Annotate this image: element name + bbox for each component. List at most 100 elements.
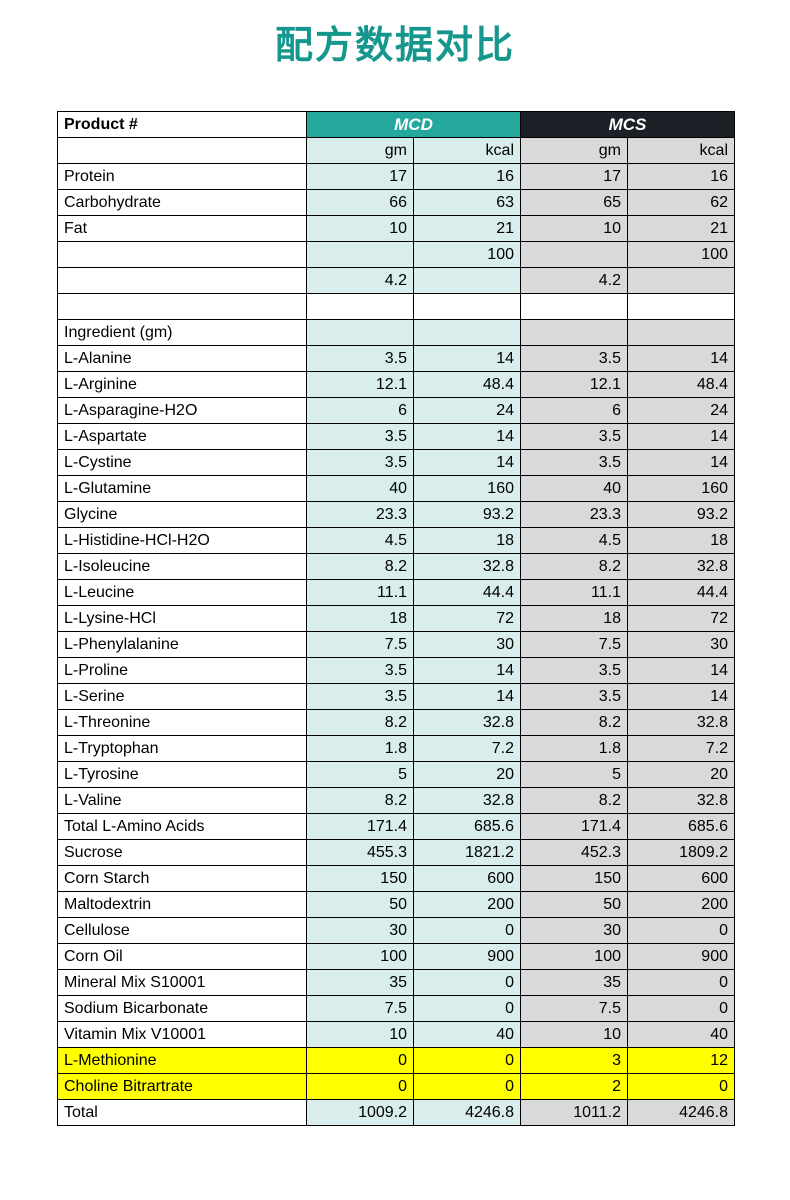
table-row: L-Tryptophan 1.8 7.2 1.8 7.2 <box>57 735 735 762</box>
mcd-value-cell: 900 <box>413 943 521 970</box>
mcd-value-cell: 17 <box>306 163 414 190</box>
mcd-value-cell: 32.8 <box>413 553 521 580</box>
mcs-value-cell: 685.6 <box>627 813 735 840</box>
mcd-value-cell: 8.2 <box>306 787 414 814</box>
mcd-value-cell: 72 <box>413 605 521 632</box>
row-label: L-Histidine-HCl-H2O <box>57 527 307 554</box>
page-title: 配方数据对比 <box>274 25 515 67</box>
row-label: L-Tyrosine <box>57 761 307 788</box>
mcd-value-cell: 100 <box>413 241 521 268</box>
row-label: Maltodextrin <box>57 891 307 918</box>
row-label: L-Tryptophan <box>57 735 307 762</box>
mcd-value-cell: 685.6 <box>413 813 521 840</box>
mcd-value-cell: 14 <box>413 449 521 476</box>
mcs-value-cell: 8.2 <box>520 709 628 736</box>
mcs-value-cell: 0 <box>627 917 735 944</box>
table-row: L-Glutamine 40 160 40 160 <box>57 475 735 502</box>
row-label: L-Leucine <box>57 579 307 606</box>
mcs-value-cell: 7.5 <box>520 631 628 658</box>
mcs-value-cell: 23.3 <box>520 501 628 528</box>
table-row: L-Methionine 0 0 3 12 <box>57 1047 735 1074</box>
row-label: L-Threonine <box>57 709 307 736</box>
mcs-value-cell: 452.3 <box>520 839 628 866</box>
row-label: Sodium Bicarbonate <box>57 995 307 1022</box>
mcs-value-cell: 32.8 <box>627 553 735 580</box>
row-label: Total <box>57 1099 307 1126</box>
mcs-value-cell: 900 <box>627 943 735 970</box>
mcd-value-cell: 20 <box>413 761 521 788</box>
mcd-value-cell: 66 <box>306 189 414 216</box>
product-header-cell: Product # <box>57 111 307 138</box>
mcd-value-cell: 1.8 <box>306 735 414 762</box>
mcs-value-cell <box>520 319 628 346</box>
row-label: L-Serine <box>57 683 307 710</box>
mcs-value-cell: 30 <box>520 917 628 944</box>
mcd-value-cell: 40 <box>413 1021 521 1048</box>
mcs-value-cell: 16 <box>627 163 735 190</box>
mcd-value-cell: 10 <box>306 215 414 242</box>
mcs-value-cell: 44.4 <box>627 579 735 606</box>
mcs-value-cell: 4.2 <box>520 267 628 294</box>
mcd-value-cell <box>413 267 521 294</box>
mcs-value-cell: 6 <box>520 397 628 424</box>
mcd-value-cell: 14 <box>413 657 521 684</box>
mcd-value-cell: 14 <box>413 345 521 372</box>
nutrition-table: Product # MCD MCS gm kcal gm kcal Protei… <box>57 111 735 1126</box>
group-header-row: Product # MCD MCS <box>57 111 735 138</box>
mcs-value-cell: 14 <box>627 423 735 450</box>
table-row: L-Histidine-HCl-H2O 4.5 18 4.5 18 <box>57 527 735 554</box>
mcs-value-cell <box>520 241 628 268</box>
mcs-value-cell: 14 <box>627 345 735 372</box>
row-label <box>57 241 307 268</box>
mcd-value-cell: 8.2 <box>306 553 414 580</box>
mcs-value-cell <box>627 319 735 346</box>
table-row: Choline Bitrartrate 0 0 2 0 <box>57 1073 735 1100</box>
mcs-value-cell: 7.5 <box>520 995 628 1022</box>
mcd-value-cell: 10 <box>306 1021 414 1048</box>
mcd-value-cell: 30 <box>413 631 521 658</box>
mcs-value-cell: 12.1 <box>520 371 628 398</box>
table-row: Ingredient (gm) <box>57 319 735 346</box>
table-row: 100 100 <box>57 241 735 268</box>
row-label: L-Methionine <box>57 1047 307 1074</box>
mcd-value-cell: 4.2 <box>306 267 414 294</box>
mcd-value-cell: 24 <box>413 397 521 424</box>
mcs-value-cell: 3 <box>520 1047 628 1074</box>
mcs-value-cell: 11.1 <box>520 579 628 606</box>
row-label: Glycine <box>57 501 307 528</box>
mcs-value-cell: 65 <box>520 189 628 216</box>
row-label: L-Proline <box>57 657 307 684</box>
mcs-value-cell: 1809.2 <box>627 839 735 866</box>
mcd-value-cell: 160 <box>413 475 521 502</box>
mcs-value-cell: 100 <box>520 943 628 970</box>
mcd-value-cell: 0 <box>413 1047 521 1074</box>
mcs-value-cell: 17 <box>520 163 628 190</box>
table-row: L-Threonine 8.2 32.8 8.2 32.8 <box>57 709 735 736</box>
mcs-value-cell: 0 <box>627 969 735 996</box>
mcd-value-cell: 3.5 <box>306 423 414 450</box>
mcd-value-cell: 44.4 <box>413 579 521 606</box>
mcd-value-cell: 100 <box>306 943 414 970</box>
mcd-value-cell: 0 <box>306 1047 414 1074</box>
mcd-value-cell: 7.5 <box>306 995 414 1022</box>
mcd-value-cell: 23.3 <box>306 501 414 528</box>
table-body: Protein 17 16 17 16 Carbohydrate 66 63 65 62 Fat 10… <box>57 163 735 1126</box>
row-label: Mineral Mix S10001 <box>57 969 307 996</box>
mcs-value-cell: 10 <box>520 1021 628 1048</box>
mcs-value-cell: 100 <box>627 241 735 268</box>
table-row: L-Serine 3.5 14 3.5 14 <box>57 683 735 710</box>
mcd-value-cell: 3.5 <box>306 683 414 710</box>
row-label: Choline Bitrartrate <box>57 1073 307 1100</box>
mcd-value-cell: 48.4 <box>413 371 521 398</box>
mcs-gm-header: gm <box>520 137 628 164</box>
row-label: L-Isoleucine <box>57 553 307 580</box>
mcs-value-cell: 7.2 <box>627 735 735 762</box>
mcs-value-cell: 0 <box>627 1073 735 1100</box>
mcs-value-cell: 10 <box>520 215 628 242</box>
mcd-value-cell: 0 <box>413 917 521 944</box>
mcd-value-cell: 0 <box>413 969 521 996</box>
mcs-value-cell <box>520 293 628 320</box>
table-row: L-Asparagine-H2O 6 24 6 24 <box>57 397 735 424</box>
mcd-value-cell: 32.8 <box>413 709 521 736</box>
mcd-value-cell <box>413 319 521 346</box>
